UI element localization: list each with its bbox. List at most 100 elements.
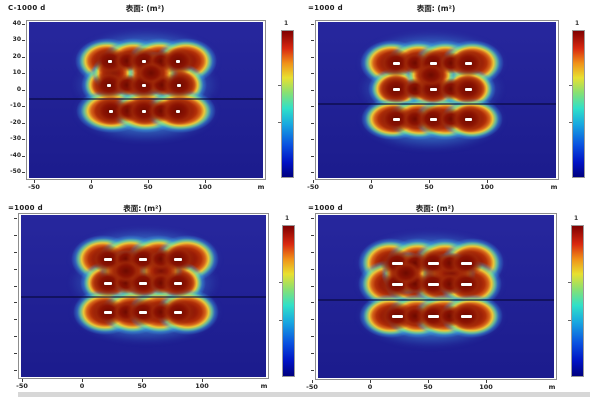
well-marker bbox=[174, 257, 182, 261]
y-tick bbox=[14, 268, 17, 270]
well-marker bbox=[427, 282, 439, 286]
y-tick bbox=[14, 336, 17, 338]
y-tick bbox=[14, 234, 17, 236]
y-tick bbox=[311, 155, 314, 157]
well-marker bbox=[427, 314, 439, 318]
x-tick bbox=[371, 180, 372, 183]
x-tick bbox=[34, 180, 35, 183]
colorbar-top-label: 1 bbox=[285, 215, 290, 222]
well-marker bbox=[392, 87, 400, 91]
y-tick-label: -40 bbox=[10, 151, 21, 159]
well-marker bbox=[460, 314, 472, 318]
x-tick bbox=[82, 379, 83, 382]
x-tick bbox=[202, 379, 203, 382]
y-tick bbox=[311, 285, 314, 287]
well-marker bbox=[177, 83, 181, 87]
y-tick bbox=[311, 56, 314, 58]
y-tick bbox=[311, 370, 314, 371]
x-tick-label: 100 bbox=[480, 183, 494, 191]
y-tick bbox=[22, 139, 25, 141]
x-unit-label: m bbox=[548, 383, 556, 391]
y-tick bbox=[311, 336, 314, 338]
well-marker bbox=[429, 61, 437, 65]
x-tick-label: 100 bbox=[479, 383, 493, 391]
y-tick bbox=[14, 285, 17, 287]
y-tick bbox=[311, 353, 314, 355]
y-tick bbox=[14, 302, 17, 304]
x-unit-label: m bbox=[550, 183, 558, 191]
y-tick-label: 10 bbox=[12, 69, 21, 77]
well-marker bbox=[104, 257, 112, 261]
x-tick-label: 0 bbox=[368, 183, 374, 191]
well-marker bbox=[460, 282, 472, 286]
panel-bottom-left: =1000 d 表面: (m²) -50 0 50 100 m 1 bbox=[0, 200, 300, 400]
y-tick bbox=[22, 24, 25, 25]
colorbar-tick bbox=[569, 121, 572, 123]
colorbar-tick bbox=[278, 85, 281, 87]
colorbar-tick bbox=[279, 319, 282, 321]
x-tick bbox=[487, 180, 488, 183]
interface-line bbox=[318, 299, 554, 301]
well-marker bbox=[429, 117, 437, 121]
hot-core bbox=[391, 261, 421, 285]
well-marker bbox=[139, 281, 147, 285]
x-tick-label: 50 bbox=[137, 382, 147, 390]
x-tick bbox=[312, 380, 313, 383]
plot-area bbox=[18, 213, 269, 379]
well-marker bbox=[174, 310, 182, 314]
time-label: =1000 d bbox=[308, 4, 343, 12]
y-tick bbox=[311, 122, 314, 124]
y-tick bbox=[22, 106, 25, 108]
well-marker bbox=[460, 261, 472, 265]
hot-core bbox=[136, 61, 166, 85]
well-marker bbox=[464, 61, 472, 65]
colorbar-top-label: 1 bbox=[575, 20, 580, 27]
y-tick-label: -20 bbox=[10, 118, 21, 126]
plot-title: 表面: (m²) bbox=[416, 4, 456, 13]
well-marker bbox=[392, 61, 400, 65]
x-tick-label: 100 bbox=[198, 183, 212, 191]
y-tick bbox=[14, 319, 17, 321]
y-tick bbox=[22, 155, 25, 157]
y-tick-label: 0 bbox=[16, 85, 21, 93]
y-tick-label: -50 bbox=[10, 168, 21, 175]
x-tick bbox=[429, 180, 430, 183]
x-tick bbox=[313, 180, 314, 183]
x-tick bbox=[428, 380, 429, 383]
y-tick bbox=[311, 40, 314, 42]
x-tick-label: -50 bbox=[306, 383, 318, 391]
x-tick-label: 0 bbox=[79, 382, 85, 390]
x-tick bbox=[91, 180, 92, 183]
well-marker bbox=[392, 117, 400, 121]
x-tick-label: 50 bbox=[424, 183, 434, 191]
y-tick bbox=[311, 251, 314, 253]
well-marker bbox=[391, 282, 403, 286]
x-unit-label: m bbox=[260, 382, 268, 390]
well-marker bbox=[139, 257, 147, 261]
y-tick bbox=[14, 218, 17, 219]
well-marker bbox=[142, 83, 146, 87]
y-tick-label: -30 bbox=[10, 135, 21, 143]
y-tick bbox=[22, 56, 25, 58]
x-tick-label: -50 bbox=[16, 382, 28, 390]
x-tick-label: 0 bbox=[88, 183, 94, 191]
time-label: C-1000 d bbox=[8, 4, 46, 12]
y-tick bbox=[22, 73, 25, 75]
colorbar bbox=[571, 225, 584, 377]
y-tick bbox=[311, 73, 314, 75]
well-marker bbox=[142, 59, 146, 63]
x-tick bbox=[148, 180, 149, 183]
y-tick bbox=[22, 40, 25, 42]
x-tick-label: 0 bbox=[367, 383, 373, 391]
y-tick bbox=[311, 319, 314, 321]
well-marker bbox=[104, 310, 112, 314]
panel-bottom-right: =1000 d 表面: (m²) -50 0 50 100 m 1 bbox=[300, 200, 600, 400]
field-background bbox=[318, 22, 556, 178]
well-marker bbox=[176, 109, 180, 113]
well-marker bbox=[464, 117, 472, 121]
y-tick bbox=[311, 302, 314, 304]
well-marker bbox=[464, 87, 472, 91]
y-tick bbox=[22, 89, 25, 91]
plot-area bbox=[26, 20, 266, 180]
